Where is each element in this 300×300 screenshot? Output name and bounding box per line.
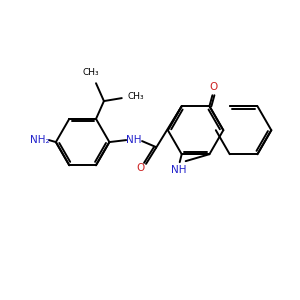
Text: CH₃: CH₃ — [83, 68, 99, 77]
Text: NH₂: NH₂ — [30, 135, 50, 145]
Text: O: O — [136, 163, 144, 173]
Text: NH: NH — [126, 135, 142, 145]
Text: CH₃: CH₃ — [127, 92, 144, 100]
Text: O: O — [209, 82, 217, 92]
Text: NH: NH — [171, 165, 187, 175]
